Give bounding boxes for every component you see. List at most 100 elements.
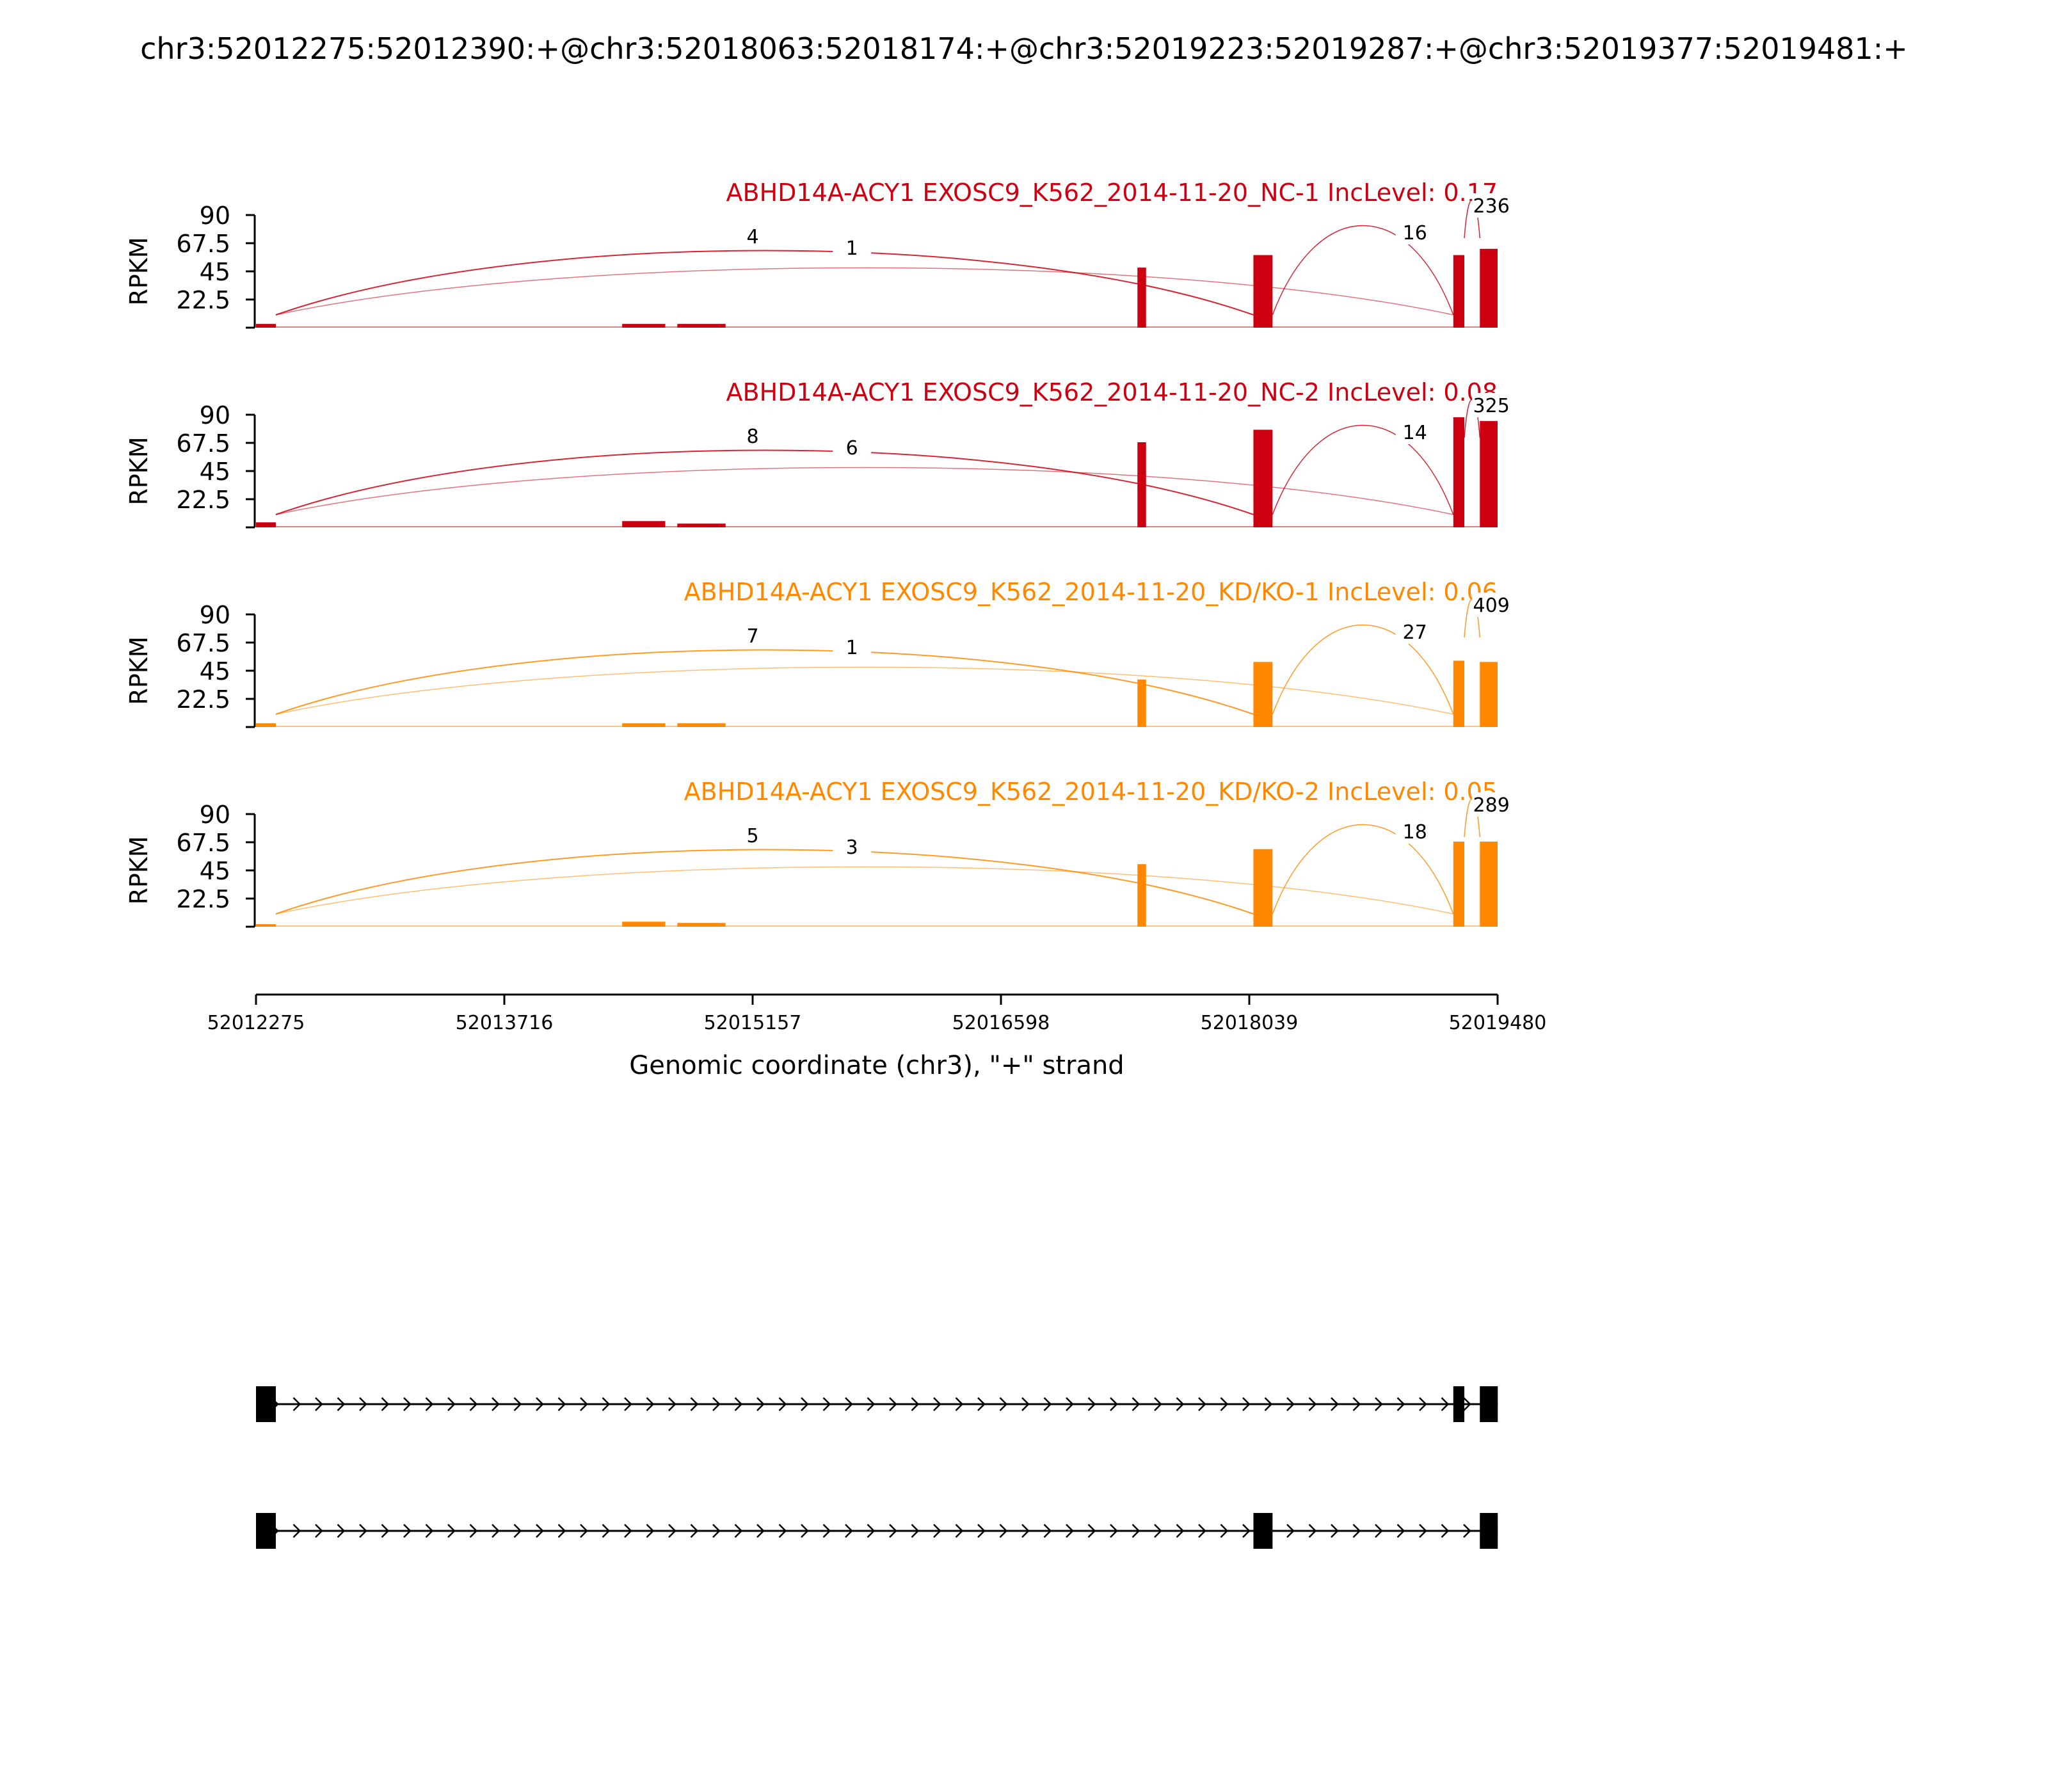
strand-arrow-icon: [1375, 1397, 1383, 1411]
y-tick-label: 45: [200, 657, 230, 685]
junction-arc: [1272, 824, 1454, 915]
junction-label-bg: [1472, 792, 1511, 817]
y-tick-label: 45: [200, 857, 230, 885]
coverage-bar: [1453, 255, 1465, 328]
coverage-bar: [677, 524, 726, 527]
junction-count-label: 14: [1403, 422, 1427, 444]
junction-label-bg: [1395, 819, 1434, 844]
junction-count-label: 7: [746, 625, 758, 648]
strand-arrow-icon: [911, 1524, 920, 1538]
junction-count-label: 18: [1403, 821, 1427, 844]
y-tick-label: 67.5: [176, 829, 230, 857]
junction-arc: [275, 649, 1254, 715]
strand-arrow-icon: [1154, 1397, 1162, 1411]
strand-arrow-icon: [1220, 1524, 1229, 1538]
strand-arrow-icon: [977, 1524, 986, 1538]
y-tick-label: 22.5: [176, 286, 230, 314]
strand-arrow-icon: [1198, 1397, 1206, 1411]
strand-arrow-icon: [492, 1397, 500, 1411]
strand-arrow-icon: [1066, 1397, 1074, 1411]
x-tick-label: 52015157: [704, 1012, 802, 1034]
genomic-x-axis: 52012275 52013716 52015157 52016598 52018039…: [207, 993, 1547, 1080]
coverage-bar: [1253, 255, 1273, 328]
strand-arrow-icon: [1198, 1524, 1206, 1538]
strand-arrow-icon: [668, 1524, 676, 1538]
strand-arrow-icon: [955, 1524, 964, 1538]
strand-arrow-icon: [1176, 1397, 1185, 1411]
coverage-bar: [622, 723, 666, 727]
y-tick-label: 90: [200, 202, 230, 230]
strand-arrow-icon: [933, 1397, 941, 1411]
strand-arrow-icon: [712, 1397, 721, 1411]
strand-arrow-icon: [712, 1524, 721, 1538]
x-tick-label: 52018039: [1201, 1012, 1299, 1034]
strand-arrow-icon: [999, 1397, 1008, 1411]
strand-arrow-icon: [447, 1524, 456, 1538]
strand-arrow-icon: [1264, 1397, 1273, 1411]
strand-arrow-icon: [1463, 1397, 1471, 1411]
coverage-bar: [1480, 420, 1498, 527]
track-title: ABHD14A-ACY1 EXOSC9_K562_2014-11-20_NC-2…: [726, 378, 1498, 406]
strand-arrow-icon: [889, 1524, 897, 1538]
strand-arrow-icon: [1352, 1524, 1361, 1538]
junction-count-label: 289: [1473, 794, 1510, 817]
track-3: ABHD14A-ACY1 EXOSC9_K562_2014-11-20_KD/K…: [125, 578, 1511, 728]
strand-arrow-icon: [403, 1397, 412, 1411]
strand-arrow-icon: [1132, 1524, 1140, 1538]
strand-arrow-icon: [1043, 1524, 1052, 1538]
strand-arrow-icon: [1396, 1524, 1405, 1538]
track-title: ABHD14A-ACY1 EXOSC9_K562_2014-11-20_KD/K…: [684, 578, 1498, 606]
junction-count-label: 27: [1403, 621, 1427, 644]
junction-arc: [275, 866, 1453, 915]
y-tick-label: 67.5: [176, 230, 230, 258]
y-tick-label: 90: [200, 401, 230, 429]
strand-arrow-icon: [469, 1397, 478, 1411]
strand-arrow-icon: [1419, 1524, 1427, 1538]
junction-arcs: 4 1 16 236: [275, 193, 1511, 316]
junction-label-bg: [833, 236, 872, 260]
coverage-bar: [1253, 429, 1273, 527]
coverage-bar: [256, 924, 276, 927]
strand-arrow-icon: [1419, 1397, 1427, 1411]
strand-arrow-icon: [425, 1397, 434, 1411]
y-tick-label: 22.5: [176, 685, 230, 714]
coverage-bar: [256, 324, 276, 328]
y-axis-label: RPKM: [125, 636, 153, 705]
junction-arc: [1272, 225, 1454, 316]
strand-arrow-icon: [536, 1397, 544, 1411]
junction-arc: [275, 267, 1453, 316]
exon-block: [1253, 1513, 1273, 1549]
strand-arrow-icon: [1242, 1524, 1251, 1538]
coverage-bar: [256, 723, 276, 727]
exon-block: [1480, 1386, 1498, 1422]
junction-count-label: 3: [846, 836, 858, 859]
junction-arc: [1272, 624, 1454, 715]
strand-arrow-icon: [425, 1524, 434, 1538]
strand-arrow-icon: [1021, 1397, 1030, 1411]
junction-label-bg: [733, 823, 772, 847]
track-1: ABHD14A-ACY1 EXOSC9_K562_2014-11-20_NC-1…: [125, 179, 1511, 329]
y-axis-label: RPKM: [125, 836, 153, 904]
figure-title: chr3:52012275:52012390:+@chr3:52018063:5…: [140, 31, 1908, 66]
coverage-bar: [1453, 842, 1465, 927]
junction-count-label: 1: [846, 237, 858, 260]
strand-arrow-icon: [1066, 1524, 1074, 1538]
strand-arrow-icon: [513, 1397, 522, 1411]
strand-arrow-icon: [1375, 1524, 1383, 1538]
strand-arrow-icon: [1286, 1397, 1295, 1411]
junction-label-bg: [833, 435, 872, 460]
exon-block: [1480, 1513, 1498, 1549]
y-tick-label: 22.5: [176, 486, 230, 514]
strand-arrow-icon: [734, 1524, 743, 1538]
strand-arrow-icon: [580, 1524, 588, 1538]
strand-arrow-icon: [822, 1397, 831, 1411]
strand-arrow-icon: [690, 1397, 699, 1411]
strand-arrow-icon: [668, 1397, 676, 1411]
strand-arrow-icon: [624, 1524, 632, 1538]
strand-arrow-icon: [646, 1397, 655, 1411]
x-tick-label: 52019480: [1449, 1012, 1547, 1034]
strand-arrow-icon: [845, 1524, 853, 1538]
strand-arrow-icon: [801, 1524, 809, 1538]
x-tick-label: 52016598: [952, 1012, 1050, 1034]
